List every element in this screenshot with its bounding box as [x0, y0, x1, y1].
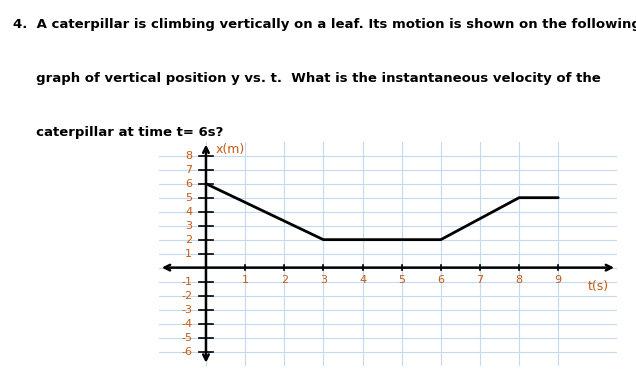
Text: 7: 7 — [476, 275, 483, 285]
Text: 2: 2 — [185, 235, 192, 245]
Text: t(s): t(s) — [588, 280, 609, 293]
Text: 9: 9 — [555, 275, 562, 285]
Text: 4: 4 — [359, 275, 366, 285]
Text: 4.  A caterpillar is climbing vertically on a leaf. Its motion is shown on the f: 4. A caterpillar is climbing vertically … — [13, 18, 636, 31]
Text: caterpillar at time t= 6s?: caterpillar at time t= 6s? — [13, 126, 223, 139]
Text: 4: 4 — [185, 207, 192, 217]
Text: 3: 3 — [185, 221, 192, 231]
Text: x(m): x(m) — [216, 143, 245, 156]
Text: 5: 5 — [398, 275, 405, 285]
Text: 5: 5 — [185, 193, 192, 203]
Text: -1: -1 — [181, 277, 192, 286]
Text: graph of vertical position y vs. t.  What is the instantaneous velocity of the: graph of vertical position y vs. t. What… — [13, 72, 600, 85]
Text: -6: -6 — [181, 347, 192, 357]
Text: 1: 1 — [185, 249, 192, 258]
Text: 6: 6 — [438, 275, 445, 285]
Text: 8: 8 — [185, 151, 192, 161]
Text: 3: 3 — [320, 275, 327, 285]
Text: -2: -2 — [181, 291, 192, 301]
Text: 7: 7 — [185, 165, 192, 175]
Text: -3: -3 — [181, 305, 192, 314]
Text: 2: 2 — [280, 275, 288, 285]
Text: 1: 1 — [242, 275, 249, 285]
Text: -4: -4 — [181, 319, 192, 329]
Text: -5: -5 — [181, 333, 192, 342]
Text: 6: 6 — [185, 179, 192, 189]
Text: 8: 8 — [516, 275, 523, 285]
